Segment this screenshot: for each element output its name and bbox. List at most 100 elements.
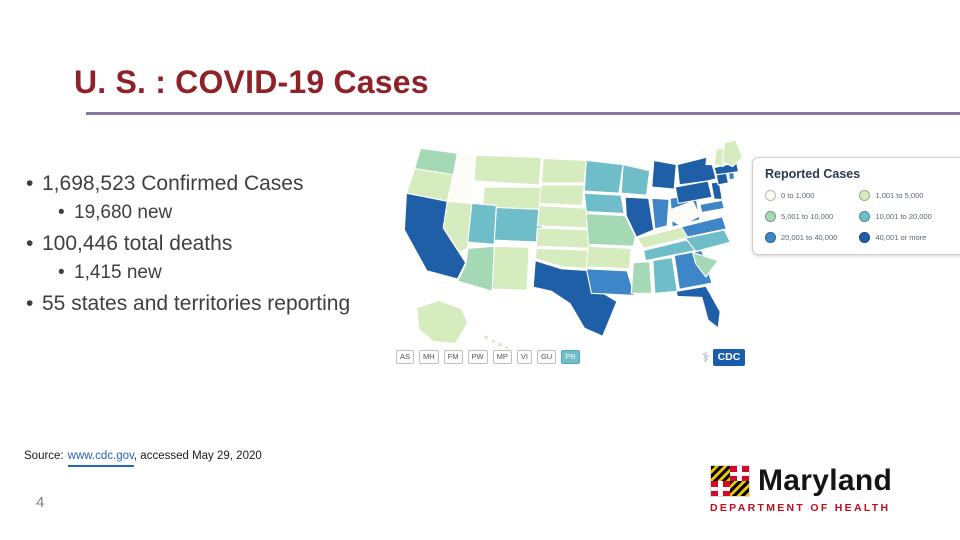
territory-mp: MP (492, 350, 512, 364)
state-SD (538, 184, 585, 206)
state-MT (473, 154, 542, 186)
state-MI (651, 159, 677, 190)
state-NC (684, 229, 732, 252)
bullet-marker: • (58, 202, 65, 224)
state-AL (652, 256, 678, 294)
state-HI (483, 334, 490, 341)
source-suffix: , accessed May 29, 2020 (133, 450, 262, 462)
maryland-logo-dept: DEPARTMENT OF HEALTH (710, 502, 891, 514)
state-CA (403, 192, 467, 280)
legend-item: 1,001 to 5,000 (859, 190, 955, 201)
maryland-logo-row: Maryland (710, 464, 954, 498)
territory-as: AS (396, 350, 415, 364)
state-CO (493, 206, 544, 243)
legend-item: 5,001 to 10,000 (765, 211, 853, 222)
territory-mh: MH (419, 350, 439, 364)
slide-title: U. S. : COVID-19 Cases (74, 64, 429, 100)
state-UT (467, 202, 497, 245)
legend-grid: 0 to 1,000 1,001 to 5,000 5,001 to 10,00… (765, 190, 955, 243)
state-VA (680, 216, 727, 238)
legend-dot (765, 190, 776, 201)
bullet-new-deaths: • 1,415 new (56, 261, 394, 286)
flag-quadrant (730, 466, 749, 481)
territory-row: AS MH FM PW MP VI GU PR (396, 350, 580, 364)
title-underline-rule (86, 112, 960, 115)
cdc-logo: ⚕ CDC (702, 349, 746, 366)
state-IA (583, 192, 625, 215)
state-SC (692, 251, 719, 278)
flag-quadrant (711, 466, 730, 481)
bullet-text: 1,415 new (74, 262, 162, 284)
bullet-total-deaths: • 100,446 total deaths (24, 230, 394, 257)
state-HI (497, 341, 504, 348)
state-FL (675, 285, 721, 329)
bullet-text: 100,446 total deaths (42, 231, 233, 255)
territory-gu: GU (536, 350, 557, 364)
state-NJ (710, 181, 723, 200)
state-TX (532, 260, 618, 337)
cdc-figure-icon: ⚕ (702, 349, 710, 366)
maryland-logo-name: Maryland (758, 464, 893, 497)
state-WV (668, 200, 701, 227)
legend-label: 40,001 or more (875, 233, 927, 242)
territory-pr: PR (561, 350, 580, 364)
legend-label: 1,001 to 5,000 (875, 191, 924, 200)
state-IN (651, 197, 670, 230)
state-NM (491, 245, 530, 291)
legend-dot (765, 232, 776, 243)
state-MD (699, 199, 725, 214)
state-HI (503, 344, 510, 351)
legend-item: 40,001 or more (859, 232, 955, 243)
state-AR (585, 245, 632, 270)
legend-item: 10,001 to 20,000 (859, 211, 955, 222)
state-WI (620, 163, 651, 196)
bullet-marker: • (26, 172, 34, 195)
cdc-logo-text: CDC (712, 349, 746, 366)
flag-quadrant (711, 481, 730, 496)
maryland-doh-logo: Maryland DEPARTMENT OF HEALTH (710, 464, 954, 514)
legend-title: Reported Cases (765, 167, 861, 181)
legend-label: 0 to 1,000 (781, 191, 815, 200)
us-map (403, 140, 744, 351)
state-AK (416, 299, 469, 344)
bullet-marker: • (26, 291, 34, 315)
state-LA (585, 268, 635, 296)
page-number: 4 (36, 494, 45, 511)
territory-pw: PW (467, 350, 488, 364)
legend-label: 10,001 to 20,000 (875, 212, 932, 221)
legend-label: 20,001 to 40,000 (781, 233, 838, 242)
legend-dot (859, 232, 871, 243)
bullet-states-reporting: • 55 states and territories reporting (24, 290, 394, 317)
legend-dot (859, 211, 871, 222)
state-MN (583, 159, 624, 194)
flag-quadrant (730, 481, 749, 496)
map-legend: Reported Cases 0 to 1,000 1,001 to 5,000… (752, 157, 960, 255)
state-NE (536, 204, 591, 229)
bullet-marker: • (26, 231, 34, 255)
source-line: Source: www.cdc.gov, accessed May 29, 202… (24, 450, 262, 467)
territory-fm: FM (443, 350, 463, 364)
source-link[interactable]: www.cdc.gov (67, 450, 134, 467)
state-ND (540, 157, 587, 184)
bullet-marker: • (58, 262, 65, 284)
bullet-text: 55 states and territories reporting (42, 291, 351, 315)
bullet-text: 1,698,523 Confirmed Cases (42, 172, 304, 195)
bullet-list: • 1,698,523 Confirmed Cases • 19,680 new •… (24, 170, 394, 321)
source-prefix: Source: (24, 450, 64, 462)
bullet-new-cases: • 19,680 new (56, 201, 394, 226)
legend-dot (859, 190, 871, 201)
state-IL (624, 196, 655, 238)
legend-item: 0 to 1,000 (765, 190, 853, 201)
maryland-flag-icon (710, 465, 750, 497)
state-KS (535, 227, 594, 249)
state-ME (721, 140, 744, 168)
legend-item: 20,001 to 40,000 (765, 232, 853, 243)
state-MS (630, 261, 653, 294)
state-MO (585, 213, 636, 247)
legend-dot (765, 211, 776, 222)
legend-label: 5,001 to 10,000 (781, 212, 834, 221)
bullet-confirmed-cases: • 1,698,523 Confirmed Cases (24, 170, 394, 197)
state-AZ (456, 245, 495, 292)
bullet-text: 19,680 new (74, 202, 173, 224)
